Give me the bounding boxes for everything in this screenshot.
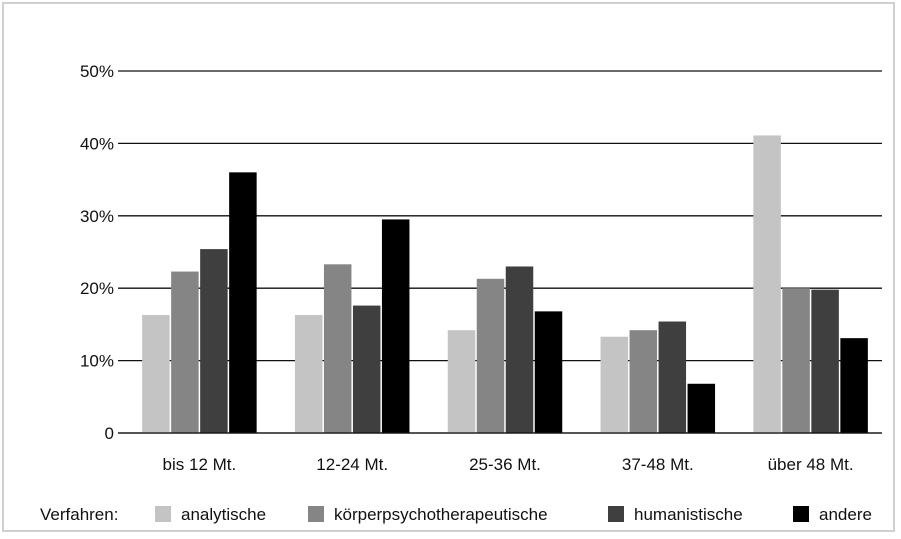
bars xyxy=(118,135,882,434)
bar xyxy=(200,249,228,433)
bar xyxy=(629,330,658,433)
legend-swatch xyxy=(155,506,171,522)
x-tick-label: 37-48 Mt. xyxy=(622,455,694,474)
legend-swatch xyxy=(608,506,624,522)
legend: Verfahren: analytische körperpsychotherap… xyxy=(40,505,872,524)
y-tick-label: 10% xyxy=(80,352,114,371)
bar xyxy=(447,330,476,433)
legend-label: körperpsychotherapeutische xyxy=(334,505,548,524)
bar xyxy=(381,219,410,433)
bar xyxy=(229,172,257,434)
legend-swatch xyxy=(308,506,324,522)
bar xyxy=(352,305,381,433)
bar xyxy=(811,289,839,433)
y-axis-tick-labels: 0 10% 20% 30% 40% 50% xyxy=(80,62,114,443)
y-tick-label: 50% xyxy=(80,62,114,81)
y-tick-label: 0 xyxy=(105,424,114,443)
bar xyxy=(505,266,534,433)
bar xyxy=(323,264,352,433)
bar xyxy=(294,314,323,433)
bar xyxy=(840,338,868,433)
x-axis-category-labels: bis 12 Mt. 12-24 Mt. 25-36 Mt. 37-48 Mt. übe… xyxy=(163,455,854,474)
bar xyxy=(534,311,563,433)
bar xyxy=(476,278,505,433)
legend-label: analytische xyxy=(181,505,266,524)
bar xyxy=(171,271,199,433)
legend-title: Verfahren: xyxy=(40,505,118,524)
x-tick-label: 12-24 Mt. xyxy=(316,455,388,474)
bar xyxy=(600,336,629,433)
x-tick-label: 25-36 Mt. xyxy=(469,455,541,474)
bar xyxy=(658,321,687,433)
legend-label: humanistische xyxy=(634,505,743,524)
x-tick-label: über 48 Mt. xyxy=(768,455,854,474)
bar xyxy=(687,383,716,433)
bar xyxy=(142,314,170,433)
x-tick-label: bis 12 Mt. xyxy=(163,455,237,474)
legend-label: andere xyxy=(819,505,872,524)
bar xyxy=(753,135,781,433)
y-tick-label: 30% xyxy=(80,207,114,226)
y-tick-label: 40% xyxy=(80,134,114,153)
y-tick-label: 20% xyxy=(80,279,114,298)
chart-frame xyxy=(2,2,895,532)
bar xyxy=(782,288,810,433)
legend-swatch xyxy=(793,506,809,522)
